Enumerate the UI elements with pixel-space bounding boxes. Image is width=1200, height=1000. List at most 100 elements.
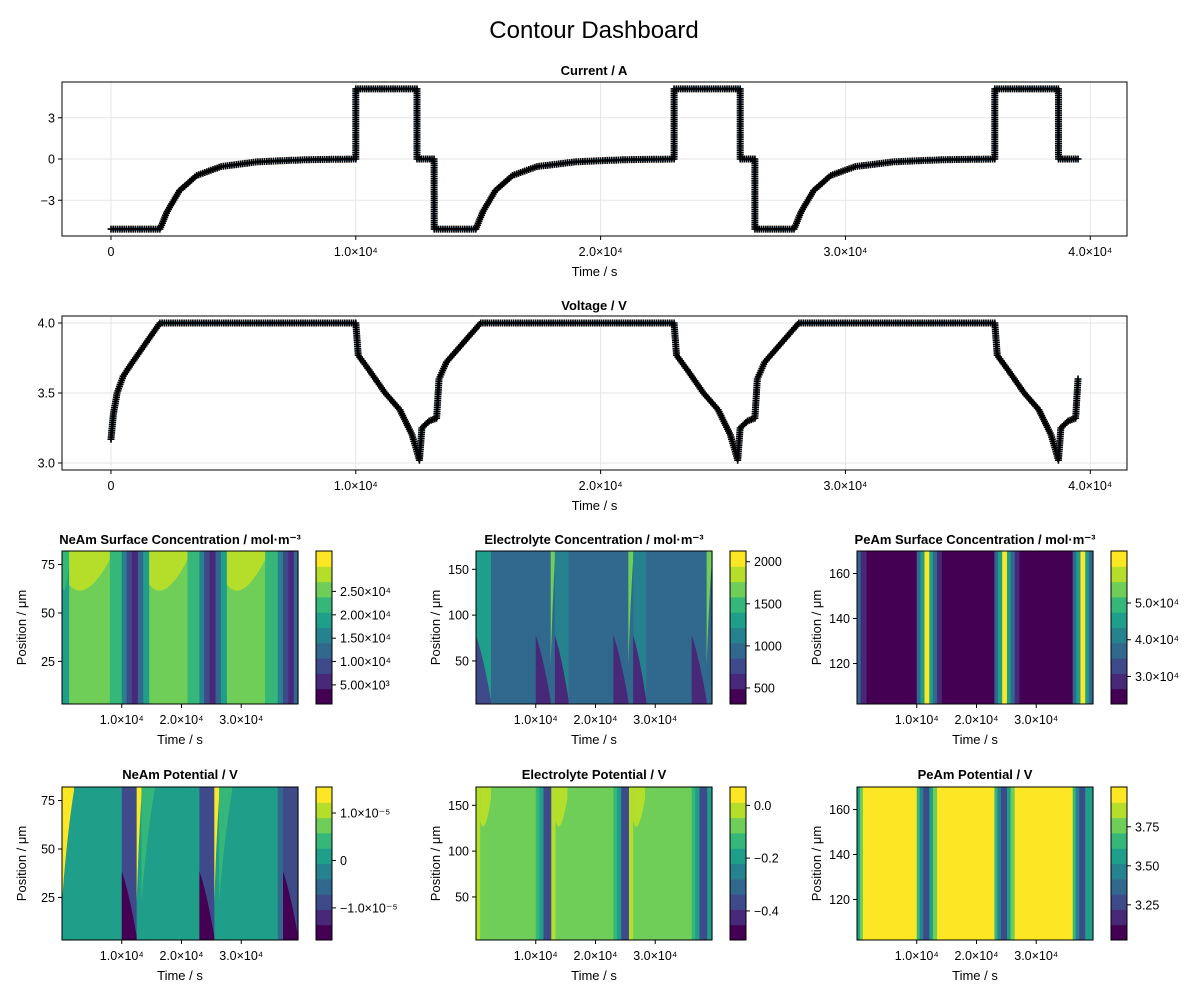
colorbar: 3.25 3.50 3.75 [1110, 786, 1159, 941]
heatmap-band [633, 635, 647, 704]
colorbar-cell [316, 802, 332, 819]
heatmap-band [149, 551, 189, 591]
heatmap-band [136, 787, 143, 940]
colorbar-tick-label: 0.0 [754, 799, 771, 813]
y-axis-label: Position / μm [809, 590, 824, 665]
plot-elyte-conc: Electrolyte Concentration / mol·m⁻³ 500 10… [428, 532, 782, 747]
axes-frame [475, 550, 713, 705]
colorbar-cell [316, 612, 332, 628]
heatmap-band [916, 787, 921, 940]
heatmap-band [628, 551, 634, 666]
colorbar-cell [1111, 894, 1127, 910]
axes-frame [61, 550, 299, 705]
colorbar-cell [316, 863, 332, 880]
x-axis-label: Time / s [572, 264, 618, 279]
heatmap-band [916, 551, 921, 704]
colorbar-cell [1111, 658, 1127, 674]
heatmap-cells [62, 787, 299, 940]
x-tick-label: 2.0×10⁴ [160, 713, 204, 727]
colorbar: −0.4 −0.2 0.0 [729, 786, 779, 941]
heatmap-band [1088, 551, 1094, 704]
colorbar-tick-label: 1.0×10⁻⁵ [340, 807, 390, 821]
colorbar-cell [730, 924, 746, 941]
y-tick-label: −3 [41, 194, 55, 208]
heatmap-band [1014, 787, 1074, 940]
x-tick-label: 2.0×10⁴ [574, 949, 618, 963]
colorbar-cell [730, 863, 746, 880]
colorbar-cell [316, 878, 332, 895]
colorbar-cell [316, 832, 332, 849]
ticks: 1.0×10⁴ 2.0×10⁴ 3.0×10⁴ 50 100 150 [448, 563, 677, 727]
x-tick-label: 3.0×10⁴ [633, 949, 677, 963]
colorbar-frame [729, 786, 747, 941]
x-tick-label: 0 [107, 479, 114, 493]
heatmap-band [62, 551, 70, 704]
heatmap-band [214, 787, 220, 940]
x-tick-label: 3.0×10⁴ [633, 713, 677, 727]
colorbar-cell [730, 658, 746, 674]
x-tick-label: 1.0×10⁴ [334, 245, 378, 259]
heatmap-band [646, 551, 693, 704]
x-tick-label: 2.0×10⁴ [955, 949, 999, 963]
heatmap-band [1010, 551, 1016, 704]
colorbar-cell [316, 596, 332, 613]
y-tick-label: 120 [829, 657, 850, 671]
heatmap-band [283, 871, 299, 940]
colorbar-cell [1111, 787, 1127, 803]
colorbar-tick-label: 1.50×10⁴ [340, 632, 391, 646]
heatmap-band [1085, 551, 1090, 704]
ticks: 0 1.0×10⁴ 2.0×10⁴ 3.0×10⁴ 4.0×10⁴ 3.0 3.5 4.0 [38, 317, 1113, 494]
colorbar-tick-label: 3.50 [1135, 859, 1159, 873]
colorbar-tick-label: 2.00×10⁴ [340, 608, 391, 622]
colorbar-cell [1111, 924, 1127, 941]
colorbar-cell [730, 848, 746, 864]
y-axis-label: Position / μm [14, 826, 29, 901]
x-axis-label: Time / s [571, 968, 617, 983]
heatmap-band [277, 787, 284, 940]
plot-neam-conc: NeAm Surface Concentration / mol·m⁻³ 5.00… [14, 532, 391, 747]
colorbar-cell [730, 612, 746, 628]
heatmap-band [490, 787, 537, 940]
heatmap-band [141, 787, 156, 902]
plot-peam-conc: PeAm Surface Concentration / mol·m⁻³ 3.0×… [809, 532, 1179, 747]
ticks: 1.0×10⁴ 2.0×10⁴ 3.0×10⁴ 50 100 150 [448, 799, 677, 963]
colorbar-cell [730, 817, 746, 834]
heatmap-band [920, 551, 926, 704]
heatmap-band [137, 551, 144, 704]
colorbar-tick-label: 0 [340, 854, 347, 868]
heatmap-band [859, 787, 864, 940]
heatmap-band [1006, 787, 1012, 940]
heatmap-band [932, 551, 938, 704]
heatmap-band [554, 635, 570, 704]
heatmap-band [691, 635, 708, 704]
x-axis-label: Time / s [571, 732, 617, 747]
heatmap-band [543, 787, 552, 940]
colorbar-cell [1111, 581, 1127, 598]
heatmap-band [707, 787, 713, 940]
heatmap-band [613, 787, 618, 940]
heatmap-cells [857, 787, 1094, 940]
heatmap-band [1000, 787, 1008, 940]
y-tick-label: 100 [448, 609, 469, 623]
colorbar-tick-label: 2.50×10⁴ [340, 585, 391, 599]
heatmap-band [214, 787, 220, 902]
heatmap-band [695, 787, 701, 940]
heatmap-band [199, 871, 215, 940]
heatmap-band [476, 787, 481, 940]
heatmap-band [219, 787, 233, 902]
heatmap-band [288, 551, 295, 704]
y-tick-label: 50 [455, 654, 469, 668]
heatmap-band [924, 551, 930, 704]
colorbar-cell [730, 802, 746, 819]
x-axis-label: Time / s [572, 498, 618, 513]
colorbar-tick-label: −0.4 [754, 904, 779, 918]
y-tick-label: 75 [41, 794, 55, 808]
heatmap-band [131, 551, 139, 704]
plots-container: Current / A 0 1.0×10⁴ 2.0×10⁴ 3.0×10⁴ 4.0×10⁴… [14, 63, 1179, 983]
x-tick-label: 2.0×10⁴ [955, 713, 999, 727]
colorbar-tick-label: 2000 [754, 555, 782, 569]
colorbar-cell [316, 581, 332, 598]
x-tick-label: 2.0×10⁴ [574, 713, 618, 727]
x-tick-label: 2.0×10⁴ [579, 479, 623, 493]
x-axis-label: Time / s [952, 968, 998, 983]
